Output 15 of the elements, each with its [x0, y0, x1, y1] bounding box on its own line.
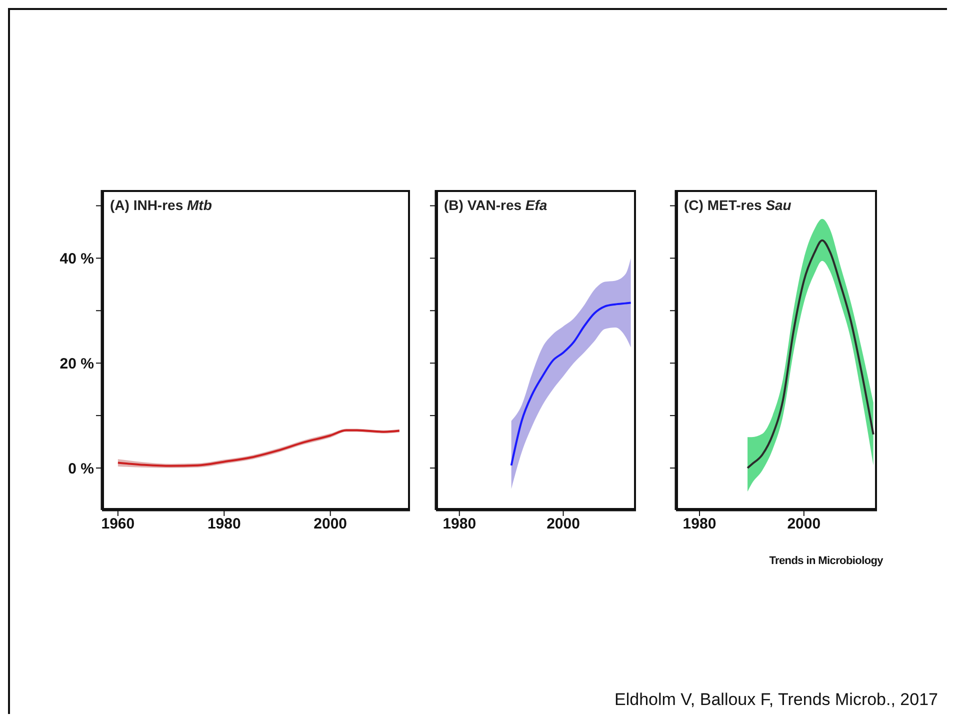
text: (A) INH-res Mtb [110, 197, 212, 213]
y-tick-label: 20 % [60, 355, 94, 372]
text: Eldholm V, Balloux F, Trends Microb., 2017 [614, 690, 938, 710]
x-tick-label: 1980 [682, 516, 716, 533]
x-tick-label: 2000 [546, 516, 580, 533]
x-tick-label: 1960 [101, 516, 135, 533]
x-tick-label: 1980 [442, 516, 476, 533]
text: Trends in Microbiology [769, 555, 883, 567]
x-tick-label: 2000 [787, 516, 821, 533]
y-tick-label: 0 % [68, 460, 94, 478]
x-tick-label: 2000 [314, 516, 348, 533]
y-tick-label: 40 % [60, 250, 94, 268]
x-tick-label: 1980 [207, 516, 241, 533]
text: (B) VAN-res Efa [444, 197, 548, 213]
text: (C) MET-res Sau [684, 197, 792, 213]
